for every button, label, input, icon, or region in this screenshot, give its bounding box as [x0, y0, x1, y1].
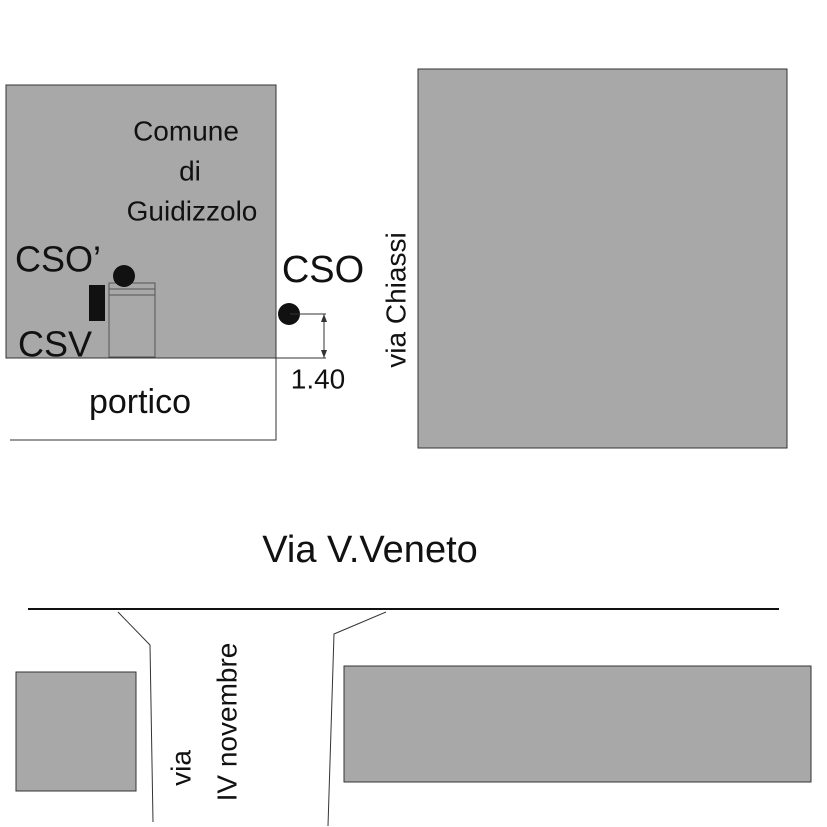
dimension-label: 1.40	[291, 363, 346, 394]
portico-outline	[10, 358, 277, 441]
street-edge	[327, 611, 387, 827]
building-label: Guidizzolo	[127, 195, 258, 226]
building-label: Comune	[133, 115, 239, 146]
dimension-arrow	[321, 314, 327, 322]
street-label: Via V.Veneto	[262, 529, 478, 571]
marker-label: CSV	[18, 324, 92, 365]
block	[343, 665, 812, 783]
street-label: via Chiassi	[380, 232, 411, 367]
cso-marker	[278, 303, 300, 325]
dimension-arrow	[321, 350, 327, 358]
block	[417, 68, 788, 449]
marker-label: CSO’	[15, 239, 101, 280]
marker-label: CSO	[282, 249, 364, 291]
street-label: via	[165, 750, 196, 786]
town-hall-block	[5, 84, 277, 359]
building-label: di	[179, 155, 201, 186]
street-label: IV novembre	[211, 643, 242, 802]
street-edge	[117, 611, 154, 823]
block	[15, 671, 137, 792]
csv-marker	[89, 285, 105, 321]
portico-label: portico	[89, 383, 191, 421]
cso-prime-marker	[113, 265, 135, 287]
